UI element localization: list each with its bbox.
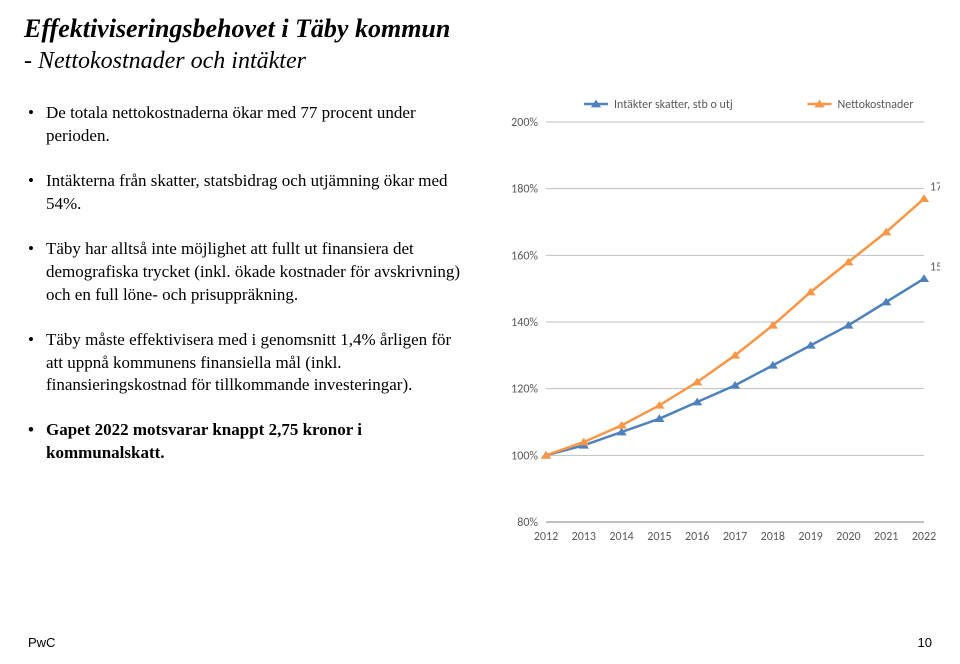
footer-brand: PwC bbox=[28, 635, 55, 650]
svg-text:200%: 200% bbox=[511, 116, 538, 130]
svg-text:80%: 80% bbox=[517, 516, 538, 530]
svg-text:2020: 2020 bbox=[836, 530, 860, 544]
page-subtitle: - Nettokostnader och intäkter bbox=[24, 48, 306, 75]
svg-text:2018: 2018 bbox=[761, 530, 785, 544]
slide: Effektiviseringsbehovet i Täby kommun - … bbox=[0, 0, 960, 664]
svg-text:140%: 140% bbox=[511, 316, 538, 330]
list-item: Intäkterna från skatter, statsbidrag och… bbox=[26, 170, 466, 216]
list-item: Täby har alltså inte möjlighet att fullt… bbox=[26, 238, 466, 307]
list-item-final: Gapet 2022 motsvarar knappt 2,75 kronor … bbox=[26, 419, 466, 465]
svg-text:153%: 153% bbox=[930, 261, 940, 275]
svg-text:2017: 2017 bbox=[723, 530, 747, 544]
svg-text:2022: 2022 bbox=[912, 530, 936, 544]
svg-text:177%: 177% bbox=[930, 181, 940, 195]
chart-svg: 80% 100% 120% 140% 160% 180% 200% 2012 2013 2014 2… bbox=[490, 92, 940, 562]
svg-text:Nettokostnader: Nettokostnader bbox=[838, 98, 914, 112]
svg-text:2015: 2015 bbox=[647, 530, 671, 544]
list-item: De totala nettokostnaderna ökar med 77 p… bbox=[26, 102, 466, 148]
svg-text:Intäkter skatter, stb o utj: Intäkter skatter, stb o utj bbox=[614, 98, 733, 112]
svg-text:2013: 2013 bbox=[572, 530, 596, 544]
svg-text:100%: 100% bbox=[511, 449, 538, 463]
svg-text:2016: 2016 bbox=[685, 530, 709, 544]
svg-text:160%: 160% bbox=[511, 249, 538, 263]
bullet-list: De totala nettokostnaderna ökar med 77 p… bbox=[26, 102, 466, 487]
svg-text:180%: 180% bbox=[511, 183, 538, 197]
svg-text:2014: 2014 bbox=[609, 530, 633, 544]
svg-text:2019: 2019 bbox=[798, 530, 822, 544]
page-number: 10 bbox=[918, 635, 932, 650]
svg-text:2012: 2012 bbox=[534, 530, 558, 544]
line-chart: 80% 100% 120% 140% 160% 180% 200% 2012 2013 2014 2… bbox=[490, 92, 940, 562]
svg-text:120%: 120% bbox=[511, 383, 538, 397]
list-item: Täby måste effektivisera med i genomsnit… bbox=[26, 329, 466, 398]
svg-text:2021: 2021 bbox=[874, 530, 898, 544]
page-title: Effektiviseringsbehovet i Täby kommun bbox=[24, 14, 450, 44]
